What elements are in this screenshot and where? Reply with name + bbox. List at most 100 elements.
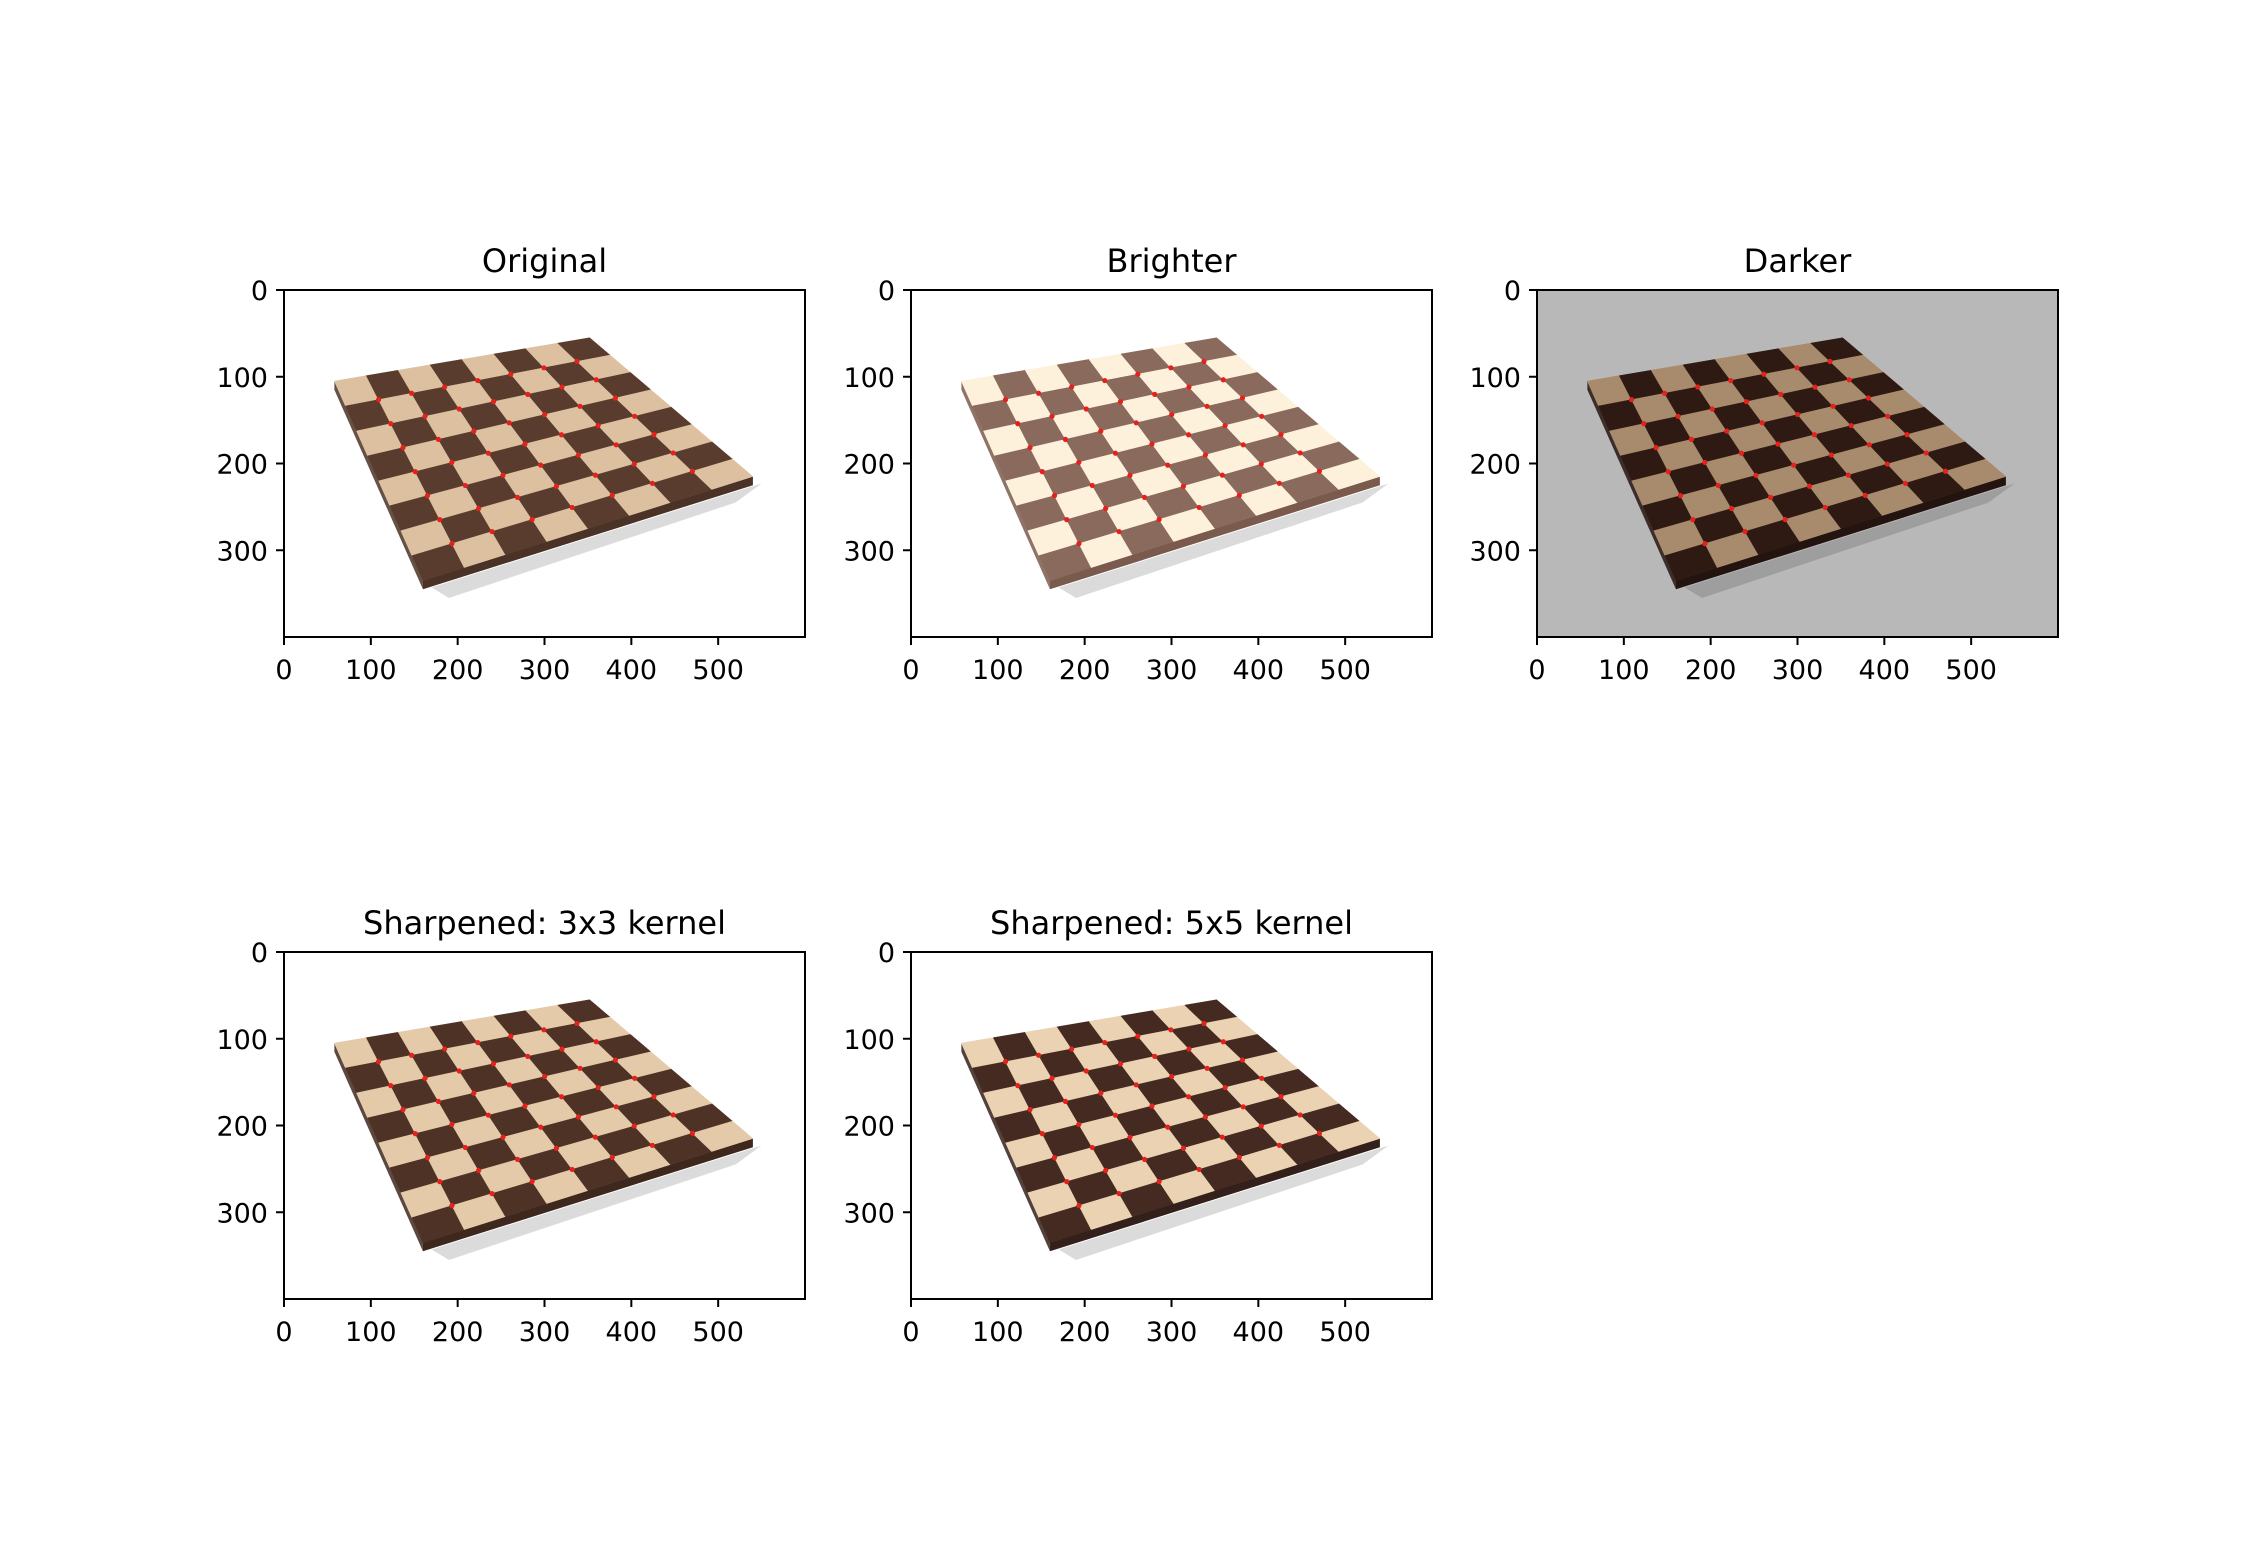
detected-corner [375, 1059, 382, 1065]
detected-corner [538, 462, 544, 468]
detected-corner [1297, 450, 1303, 456]
detected-corner [542, 411, 548, 418]
board-shadow [1058, 1145, 1389, 1260]
detected-corner [1039, 469, 1045, 475]
detected-corner [553, 483, 560, 489]
detected-corner [1135, 1033, 1141, 1039]
detected-corner [1702, 541, 1708, 547]
detected-corner [1156, 516, 1162, 523]
detected-corner [1186, 1046, 1192, 1052]
detected-corner [1240, 442, 1246, 448]
detected-corner [1278, 432, 1284, 438]
detected-corner [649, 1142, 655, 1148]
detected-corner [1035, 1052, 1042, 1058]
detected-corner [593, 377, 599, 383]
detected-corner [1811, 432, 1818, 438]
detected-corner [1069, 384, 1075, 390]
detected-corner [462, 482, 468, 489]
y-tick-label: 200 [216, 450, 268, 481]
detected-corner [500, 1134, 506, 1140]
x-tick-label: 0 [275, 655, 292, 686]
panel-title: Brighter [1107, 242, 1238, 280]
detected-corner [424, 1155, 431, 1161]
detected-corner [1276, 480, 1282, 486]
detected-corner [1051, 1155, 1058, 1161]
x-tick-label: 0 [275, 1317, 292, 1348]
detected-corner [612, 1057, 619, 1063]
detected-corner [592, 1134, 598, 1140]
detected-corner [442, 384, 448, 390]
detected-corner [1098, 1090, 1104, 1096]
detected-corner [1690, 517, 1696, 523]
detected-corner [1083, 406, 1089, 412]
detected-corner [1661, 390, 1668, 396]
detected-corner [1865, 395, 1872, 401]
y-tick-label: 300 [1469, 536, 1521, 567]
detected-corner [1884, 461, 1890, 467]
detected-corner [1827, 358, 1833, 365]
x-tick-label: 500 [1319, 1317, 1371, 1348]
detected-corner [1196, 504, 1202, 511]
detected-corner [1846, 377, 1852, 383]
detected-corner [1098, 428, 1104, 434]
detected-corner [1076, 1203, 1082, 1209]
x-tick-label: 500 [1945, 655, 1997, 686]
detected-corner [1064, 517, 1070, 523]
detected-corner [1942, 468, 1949, 474]
detected-corner [1219, 1134, 1225, 1140]
detected-corner [1165, 1124, 1171, 1130]
detected-corner [1127, 472, 1133, 478]
detected-corner [559, 384, 565, 390]
detected-corner [1112, 450, 1118, 456]
board-shadow [1058, 483, 1389, 598]
y-tick-label: 100 [843, 1025, 895, 1056]
detected-corner [490, 1061, 497, 1067]
detected-corner [569, 1166, 575, 1173]
detected-corner [689, 468, 696, 474]
detected-corner [558, 1094, 565, 1100]
y-tick-label: 0 [878, 276, 895, 307]
detected-corner [1709, 406, 1715, 412]
detected-corner [558, 432, 565, 438]
detected-corner [1753, 472, 1759, 478]
detected-corner [1103, 1167, 1109, 1174]
detected-corner [1015, 421, 1021, 427]
detected-corner [1002, 1059, 1009, 1065]
detected-corner [506, 420, 512, 426]
detected-corner [1185, 432, 1192, 438]
detected-corner [670, 450, 676, 456]
detected-corner [449, 541, 455, 547]
board-shadow [431, 1145, 762, 1260]
detected-corner [559, 1046, 565, 1052]
detected-corner [575, 1114, 582, 1120]
detected-corner [1297, 1112, 1303, 1118]
detected-corner [1002, 397, 1009, 403]
detected-corner [1761, 371, 1767, 377]
detected-corner [1675, 413, 1681, 419]
y-tick-label: 0 [251, 276, 268, 307]
detected-corner [569, 504, 575, 511]
x-tick-label: 400 [606, 1317, 658, 1348]
detected-corner [1027, 445, 1033, 451]
detected-corner [1076, 541, 1082, 547]
detected-corner [1102, 1039, 1108, 1046]
detected-corner [476, 1167, 482, 1174]
detected-corner [1219, 472, 1225, 478]
board-edge-front [1049, 1138, 1380, 1252]
board-shadow [431, 483, 762, 598]
detected-corner [1222, 422, 1228, 429]
detected-corner [424, 493, 431, 499]
board-square [1318, 1120, 1381, 1152]
detected-corner [508, 1033, 514, 1039]
detected-corner [1127, 1134, 1133, 1140]
detected-corner [514, 1156, 521, 1162]
detected-corner [437, 517, 443, 523]
x-tick-label: 300 [519, 655, 571, 686]
detected-corner [632, 1075, 638, 1081]
detected-corner [1149, 1103, 1155, 1109]
x-tick-label: 300 [1146, 655, 1198, 686]
detected-corner [1064, 1179, 1070, 1185]
x-tick-label: 400 [1233, 1317, 1285, 1348]
detected-corner [1039, 1131, 1045, 1137]
